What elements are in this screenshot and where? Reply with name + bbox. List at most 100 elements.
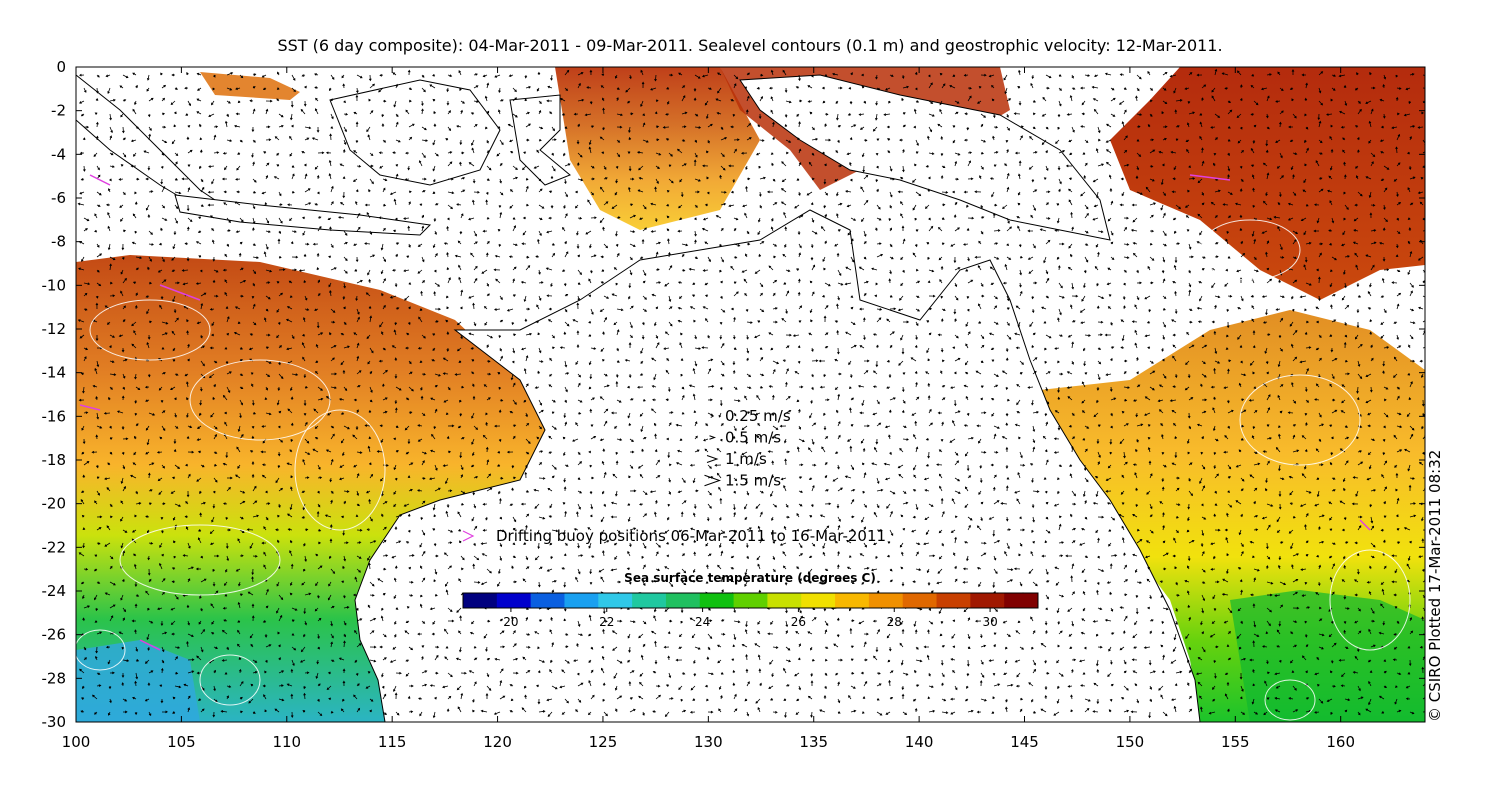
- velocity-arrow: [993, 151, 999, 154]
- velocity-arrow: [1370, 108, 1374, 115]
- velocity-arrow: [354, 269, 358, 272]
- velocity-arrow: [679, 217, 683, 221]
- velocity-arrow: [447, 672, 453, 678]
- velocity-arrow: [655, 152, 662, 156]
- velocity-arrow: [1409, 290, 1413, 297]
- velocity-arrow: [1123, 149, 1128, 154]
- velocity-arrow: [759, 139, 765, 142]
- velocity-arrow: [850, 645, 855, 649]
- velocity-arrow: [1214, 113, 1221, 118]
- velocity-arrow: [720, 152, 725, 158]
- velocity-arrow: [1110, 113, 1116, 117]
- velocity-arrow: [1105, 139, 1112, 143]
- velocity-arrow: [704, 241, 709, 245]
- velocity-arrow: [1080, 86, 1086, 90]
- velocity-arrow: [329, 477, 333, 483]
- velocity-arrow: [486, 568, 492, 574]
- velocity-arrow: [677, 229, 683, 233]
- velocity-arrow: [681, 500, 687, 505]
- velocity-arrow: [1109, 451, 1113, 455]
- velocity-arrow: [1278, 464, 1281, 472]
- velocity-arrow: [806, 191, 813, 196]
- velocity-arrow: [1240, 149, 1244, 154]
- velocity-arrow: [1330, 304, 1333, 310]
- velocity-arrow: [1318, 295, 1321, 302]
- velocity-arrow: [615, 380, 619, 388]
- velocity-arrow: [1079, 542, 1086, 546]
- velocity-arrow: [134, 305, 138, 310]
- velocity-arrow: [447, 161, 453, 167]
- velocity-arrow: [1184, 386, 1190, 391]
- velocity-arrow: [512, 399, 517, 405]
- velocity-arrow: [1344, 100, 1348, 107]
- velocity-arrow: [238, 581, 241, 587]
- velocity-arrow: [915, 191, 922, 197]
- velocity-arrow: [1149, 214, 1154, 219]
- velocity-arrow: [1158, 384, 1164, 388]
- velocity-arrow: [811, 347, 814, 352]
- velocity-arrow: [772, 279, 778, 284]
- velocity-arrow: [785, 269, 791, 273]
- velocity-arrow: [577, 477, 581, 480]
- velocity-arrow: [121, 673, 125, 678]
- velocity-arrow: [588, 146, 592, 154]
- velocity-arrow: [1149, 229, 1155, 233]
- velocity-arrow: [655, 178, 659, 184]
- velocity-arrow: [330, 605, 335, 609]
- velocity-arrow: [482, 229, 488, 233]
- velocity-arrow: [94, 554, 98, 558]
- velocity-arrow: [836, 617, 840, 622]
- velocity-arrow: [587, 527, 592, 531]
- velocity-arrow: [456, 607, 462, 613]
- velocity-arrow: [328, 555, 332, 559]
- velocity-arrow: [135, 423, 139, 427]
- velocity-arrow: [548, 190, 553, 194]
- velocity-arrow: [667, 386, 671, 392]
- velocity-arrow: [156, 450, 163, 454]
- velocity-arrow: [1171, 319, 1177, 323]
- velocity-arrow: [251, 461, 255, 465]
- velocity-arrow: [499, 498, 502, 505]
- velocity-arrow: [537, 670, 541, 674]
- velocity-arrow: [252, 243, 256, 246]
- velocity-arrow: [681, 243, 689, 247]
- velocity-arrow: [95, 607, 99, 612]
- velocity-arrow: [460, 437, 465, 440]
- velocity-arrow: [1201, 160, 1205, 167]
- velocity-arrow: [1248, 398, 1255, 402]
- velocity-arrow: [1396, 191, 1399, 197]
- velocity-arrow: [471, 371, 475, 375]
- velocity-arrow: [303, 253, 307, 258]
- velocity-arrow: [889, 670, 894, 674]
- velocity-arrow: [1201, 436, 1204, 440]
- velocity-arrow: [1365, 176, 1372, 180]
- velocity-arrow: [1264, 347, 1268, 354]
- velocity-arrow: [717, 644, 722, 648]
- velocity-arrow: [445, 319, 449, 323]
- velocity-arrow: [392, 72, 397, 76]
- velocity-arrow: [355, 514, 359, 518]
- velocity-arrow: [1081, 618, 1086, 622]
- velocity-arrow: [382, 554, 389, 557]
- velocity-arrow: [1019, 290, 1023, 297]
- velocity-arrow: [563, 529, 566, 535]
- velocity-arrow: [1136, 357, 1139, 362]
- velocity-arrow: [432, 347, 436, 351]
- velocity-arrow: [1043, 477, 1047, 480]
- velocity-arrow: [798, 615, 803, 622]
- velocity-arrow: [460, 490, 466, 494]
- velocity-arrow: [524, 74, 528, 79]
- velocity-arrow: [304, 295, 308, 301]
- velocity-arrow: [785, 659, 792, 663]
- velocity-arrow: [1252, 603, 1256, 609]
- velocity-arrow: [262, 620, 267, 623]
- velocity-arrow: [746, 137, 752, 141]
- velocity-arrow: [1092, 502, 1099, 505]
- velocity-arrow: [330, 490, 334, 494]
- velocity-arrow: [421, 683, 428, 687]
- velocity-arrow: [408, 123, 415, 128]
- velocity-arrow: [213, 685, 216, 692]
- velocity-arrow: [1251, 305, 1255, 310]
- velocity-arrow: [94, 112, 98, 115]
